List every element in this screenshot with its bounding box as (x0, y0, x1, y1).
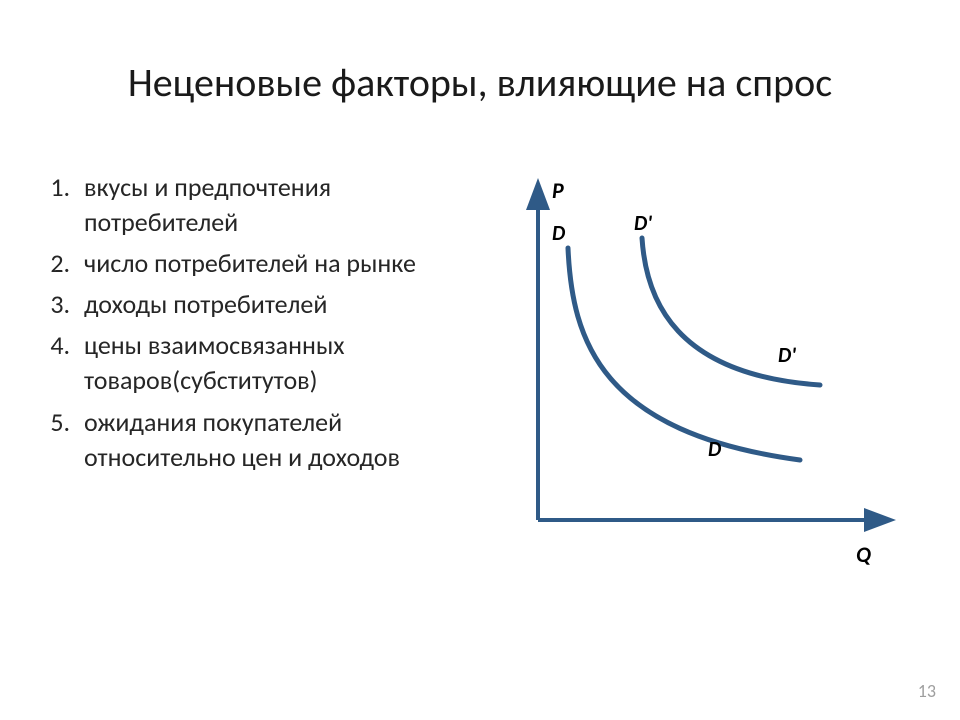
list-item: число потребителей на рынке (76, 246, 470, 281)
page-number: 13 (918, 680, 936, 702)
x-axis-label: Q (856, 541, 871, 568)
list-item: вкусы и предпочтения потребителей (76, 170, 470, 240)
curve-dprime-label-end: D' (778, 342, 796, 368)
curve-d-label-end: D (708, 436, 722, 462)
demand-chart: P Q D D D' D' (490, 180, 910, 590)
factors-list: вкусы и предпочтения потребителей число … (30, 170, 470, 481)
slide: Неценовые факторы, влияющие на спрос вку… (0, 0, 960, 720)
y-axis-label: P (552, 177, 564, 204)
list-item: цены взаимосвязанных товаров(субститутов… (76, 328, 470, 398)
curve-dprime-label-start: D' (634, 210, 652, 236)
slide-title: Неценовые факторы, влияющие на спрос (0, 58, 960, 107)
list-item: ожидания покупателей относительно цен и … (76, 405, 470, 475)
curve-d (568, 248, 800, 460)
list-item: доходы потребителей (76, 287, 470, 322)
curve-d-label-start: D (552, 220, 566, 246)
